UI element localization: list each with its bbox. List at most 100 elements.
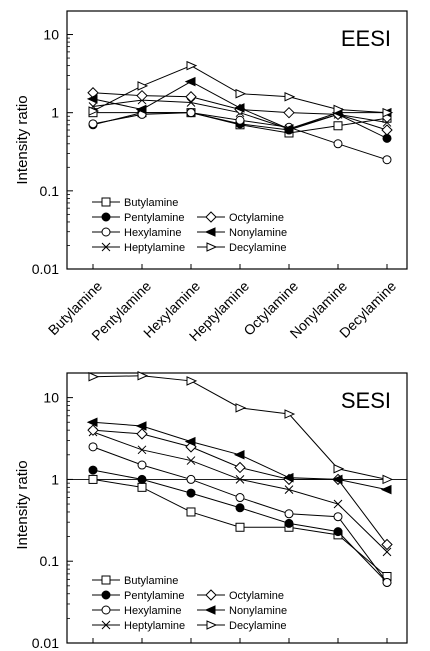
eesi-legend-marker-nonylamine — [204, 227, 216, 237]
sesi-point-hexylamine — [186, 474, 196, 484]
eesi-y-ticks: 10 1 0.1 0.01 — [32, 10, 388, 277]
eesi-y-axis-label: Intensity ratio — [14, 95, 31, 184]
sesi-point-decylamine — [88, 371, 100, 382]
eesi-point-decylamine — [88, 106, 100, 116]
sesi-point-decylamine — [137, 370, 149, 381]
sesi-point-decylamine — [235, 403, 247, 413]
eesi-plot-frame — [66, 10, 408, 270]
sesi-legend-label-butylamine: Butylamine — [124, 575, 178, 587]
sesi-legend-label-heptylamine: Heptylamine — [124, 620, 185, 632]
sesi-legend-marker-nonylamine — [204, 605, 216, 615]
sesi-line-heptylamine — [92, 431, 388, 553]
sesi-point-butylamine — [88, 474, 98, 484]
sesi-point-pentylamine — [333, 527, 343, 537]
eesi-legend: Butylamine Pentylamine Hexylamine Heptylami… — [92, 197, 287, 254]
eesi-point-nonylamine — [86, 94, 98, 104]
sesi-series — [86, 370, 394, 587]
eesi-legend-label-hexylamine: Hexylamine — [124, 227, 181, 239]
sesi-point-pentylamine — [235, 503, 245, 513]
sesi-point-heptylamine — [284, 485, 294, 494]
eesi-legend-marker-hexylamine — [101, 227, 111, 237]
sesi-point-octylamine — [136, 428, 148, 440]
sesi-point-decylamine — [382, 474, 394, 485]
sesi-point-decylamine — [186, 376, 198, 386]
eesi-legend-label-heptylamine: Heptylamine — [124, 242, 185, 254]
eesi-legend-marker-heptylamine — [101, 242, 111, 252]
eesi-point-octylamine — [381, 124, 393, 136]
sesi-y-tick-label: 10 — [43, 390, 59, 406]
sesi-point-heptylamine — [137, 445, 147, 455]
eesi-point-nonylamine — [282, 124, 294, 134]
sesi-point-octylamine — [87, 424, 99, 436]
eesi-legend-marker-decylamine — [206, 242, 218, 252]
sesi-point-pentylamine — [186, 488, 196, 498]
sesi-point-octylamine — [234, 461, 246, 474]
sesi-legend-marker-pentylamine — [101, 590, 111, 600]
sesi-legend-marker-decylamine — [206, 620, 218, 630]
eesi-y-tick-label: 0.01 — [32, 261, 59, 277]
eesi-panel-title: EESI — [341, 26, 391, 51]
sesi-legend-label-octylamine: Octylamine — [229, 590, 284, 602]
sesi-legend-marker-butylamine — [101, 575, 111, 585]
sesi-point-decylamine — [333, 463, 345, 474]
sesi-y-axis-label: Intensity ratio — [14, 460, 31, 549]
eesi-point-nonylamine — [184, 76, 196, 87]
eesi-point-nonylamine — [233, 103, 245, 113]
eesi-point-decylamine — [382, 107, 394, 118]
eesi-point-decylamine — [137, 81, 149, 91]
sesi-y-ticks: 10 1 0.1 0.01 — [32, 372, 388, 651]
sesi-panel: SESI Intensity ratio 10 1 0.1 0.01 Butylami… — [14, 370, 408, 651]
sesi-legend-marker-hexylamine — [101, 605, 111, 615]
sesi-point-decylamine — [284, 409, 296, 419]
eesi-point-octylamine — [283, 106, 295, 119]
sesi-y-tick-label: 0.1 — [40, 553, 60, 569]
sesi-point-nonylamine — [282, 472, 294, 483]
sesi-legend-marker-octylamine — [205, 589, 217, 601]
eesi-series — [86, 60, 394, 165]
eesi-point-hexylamine — [235, 115, 245, 125]
eesi-point-decylamine — [186, 60, 198, 71]
eesi-point-hexylamine — [186, 108, 196, 118]
sesi-point-butylamine — [186, 507, 196, 517]
eesi-legend-marker-butylamine — [101, 197, 111, 207]
eesi-legend-label-pentylamine: Pentylamine — [124, 212, 185, 224]
eesi-point-butylamine — [333, 121, 343, 131]
eesi-panel: EESI Intensity ratio 10 1 0.1 0.01 Butylami… — [14, 10, 408, 344]
sesi-point-hexylamine — [284, 509, 294, 519]
eesi-legend-label-nonylamine: Nonylamine — [229, 227, 287, 239]
sesi-plot-frame — [66, 372, 408, 644]
sesi-point-heptylamine — [333, 499, 343, 509]
eesi-point-decylamine — [284, 91, 296, 102]
sesi-point-butylamine — [235, 522, 245, 532]
sesi-legend-label-nonylamine: Nonylamine — [229, 605, 287, 617]
eesi-x-tick-labels: ButylaminePentylamineHexylamineHeptylami… — [45, 278, 399, 344]
sesi-point-nonylamine — [233, 450, 245, 460]
sesi-point-hexylamine — [382, 577, 392, 587]
sesi-point-pentylamine — [137, 474, 147, 484]
eesi-y-tick-label: 0.1 — [40, 183, 60, 199]
sesi-panel-title: SESI — [341, 388, 391, 413]
eesi-point-octylamine — [136, 89, 148, 102]
sesi-point-nonylamine — [86, 417, 98, 428]
eesi-point-octylamine — [185, 91, 197, 103]
sesi-point-nonylamine — [184, 436, 196, 447]
eesi-point-hexylamine — [333, 139, 343, 149]
eesi-point-heptylamine — [382, 118, 392, 127]
sesi-point-nonylamine — [380, 484, 392, 495]
sesi-y-tick-label: 1 — [51, 471, 59, 487]
sesi-point-heptylamine — [382, 547, 392, 557]
eesi-point-decylamine — [235, 88, 247, 99]
eesi-legend-label-butylamine: Butylamine — [124, 197, 178, 209]
sesi-point-octylamine — [381, 538, 393, 551]
eesi-point-hexylamine — [88, 119, 98, 129]
sesi-point-nonylamine — [331, 474, 343, 485]
eesi-point-hexylamine — [382, 155, 392, 165]
sesi-legend: Butylamine Pentylamine Hexylamine Heptylami… — [92, 575, 287, 632]
eesi-y-tick-label: 1 — [51, 105, 59, 121]
eesi-point-nonylamine — [135, 104, 147, 115]
sesi-point-hexylamine — [137, 460, 147, 470]
eesi-legend-label-decylamine: Decylamine — [229, 242, 286, 254]
sesi-legend-label-pentylamine: Pentylamine — [124, 590, 185, 602]
eesi-legend-marker-pentylamine — [101, 212, 111, 222]
